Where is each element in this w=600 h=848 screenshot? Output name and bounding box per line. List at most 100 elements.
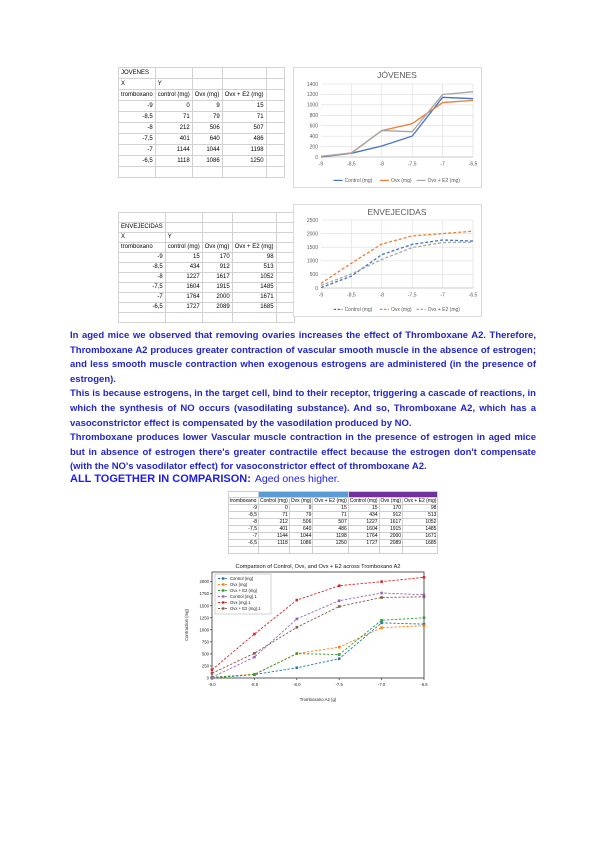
svg-text:-6,5: -6,5: [469, 293, 478, 299]
data-cell: 1250: [312, 539, 349, 547]
table-row: -8,5 71 79 71: [118, 111, 285, 123]
paragraph-conclusion: Thromboxane produces lower Vascular musc…: [70, 432, 536, 473]
cell: [191, 67, 223, 79]
cell: [118, 212, 166, 223]
data-cell: 71: [154, 111, 193, 123]
svg-text:ENVEJECIDAS: ENVEJECIDAS: [367, 207, 426, 217]
svg-text:-7,5: -7,5: [408, 293, 417, 299]
table-row: -8 1227 1617 1052: [118, 272, 295, 283]
data-cell: 513: [402, 511, 439, 519]
paragraph-aged-effect: In aged mice we observed that removing o…: [70, 330, 536, 385]
cell: [275, 272, 295, 283]
data-cell: 1044: [191, 144, 223, 156]
svg-text:750: 750: [202, 639, 210, 644]
data-cell: 1485: [231, 282, 277, 293]
column-header-cell: Ovx + E2 (mg): [231, 242, 277, 253]
svg-text:800: 800: [310, 113, 319, 119]
chart-jovenes: 0 200 400 600 800 1000 1200 1400 -9 -8,5 -8 -7,5 -7 -…: [293, 67, 482, 188]
cell: [201, 232, 233, 243]
cell: [191, 166, 223, 178]
data-cell: 1617: [378, 518, 404, 526]
svg-text:Ovx (mg): Ovx (mg): [230, 582, 248, 587]
svg-text:-9: -9: [319, 293, 324, 299]
data-cell: 1604: [164, 282, 203, 293]
column-header-cell: tromboxano: [118, 242, 166, 253]
cell: [221, 78, 267, 90]
data-cell: -6,5: [118, 155, 156, 167]
sheet-title-cell: JOVENES: [118, 67, 156, 79]
svg-text:Ovx + E2 (mg): Ovx + E2 (mg): [230, 588, 258, 593]
comparison-heading-line: ALL TOGETHER IN COMPARISON: Aged ones hig…: [70, 473, 340, 485]
cell: [378, 546, 404, 554]
data-cell: 170: [201, 252, 233, 263]
data-cell: -9: [228, 504, 259, 512]
data-cell: 1227: [347, 518, 380, 526]
column-header-cell: Ovx + E2 (mg): [221, 89, 267, 101]
cell: [231, 312, 277, 323]
svg-text:2000: 2000: [199, 579, 209, 584]
data-cell: -8: [228, 518, 259, 526]
column-header-cell: Control (mg): [347, 497, 380, 505]
comparison-heading: ALL TOGETHER IN COMPARISON:: [70, 473, 251, 485]
data-cell: -8: [118, 122, 156, 134]
cell: [221, 166, 267, 178]
column-header-cell: Ovx (mg): [201, 242, 233, 253]
cell: [275, 312, 295, 323]
table-row: JOVENES: [118, 67, 285, 79]
chart-envejecidas: 0 500 1000 1500 2000 2500 -9 -8,5 -8 -7,5 -7 -6,5 EN…: [293, 204, 482, 317]
column-header-cell: Ovx + E2 (mg): [402, 497, 439, 505]
table-row: -8,5 434 912 513: [118, 262, 295, 273]
data-cell: 71: [312, 511, 349, 519]
table-row: -7 1144 1044 1198 1764 2000 1671: [228, 532, 439, 540]
cell: [154, 166, 193, 178]
svg-text:-9.0: -9.0: [208, 682, 216, 687]
cell: [201, 212, 233, 223]
data-cell: 98: [231, 252, 277, 263]
data-cell: 507: [221, 122, 267, 134]
column-header-cell: control (mg): [164, 242, 203, 253]
svg-text:Ovx + E2 (mg): Ovx + E2 (mg): [428, 307, 461, 313]
svg-text:1000: 1000: [307, 103, 318, 109]
data-cell: 401: [258, 525, 290, 533]
table-row: -9 0 9 15 15 170 98: [228, 504, 439, 512]
cell: [201, 312, 233, 323]
svg-text:Ovx (mg): Ovx (mg): [391, 307, 412, 313]
data-cell: 1685: [231, 302, 277, 313]
column-header-cell: tromboxano: [118, 89, 156, 101]
data-cell: 1052: [402, 518, 439, 526]
table-row: -6,5 1727 2089 1685: [118, 302, 295, 313]
cell: [275, 252, 295, 263]
data-cell: 9: [191, 100, 223, 112]
data-cell: 912: [378, 511, 404, 519]
table-row: [118, 312, 295, 323]
cell: [265, 78, 285, 90]
cell: [164, 212, 203, 223]
svg-text:Ovx (mg): Ovx (mg): [391, 178, 412, 184]
data-cell: 640: [288, 525, 314, 533]
column-header-cell: Ovx + E2 (mg): [312, 497, 349, 505]
svg-text:Ovx + E2 (mg): Ovx + E2 (mg): [428, 178, 461, 184]
cell: [191, 78, 223, 90]
column-header-cell: Control (mg): [258, 497, 290, 505]
data-cell: 1671: [402, 532, 439, 540]
data-cell: 15: [312, 504, 349, 512]
svg-text:0: 0: [315, 286, 318, 292]
data-cell: 486: [221, 133, 267, 145]
data-cell: 1485: [402, 525, 439, 533]
data-cell: 1685: [402, 539, 439, 547]
table-row: tromboxano control (mg) Ovx (mg) Ovx + E2 (…: [118, 89, 285, 101]
svg-text:Control (mg): Control (mg): [230, 576, 254, 581]
data-cell: 2089: [201, 302, 233, 313]
data-cell: 170: [378, 504, 404, 512]
svg-text:-9: -9: [319, 162, 324, 168]
svg-text:Control (mg): Control (mg): [345, 307, 373, 313]
cell: [288, 546, 314, 554]
svg-text:1500: 1500: [199, 603, 209, 608]
data-cell: 0: [258, 504, 290, 512]
data-cell: 1604: [347, 525, 380, 533]
svg-text:2500: 2500: [307, 218, 318, 224]
cell: [265, 155, 285, 167]
table-row: -8 212 506 507: [118, 122, 285, 134]
